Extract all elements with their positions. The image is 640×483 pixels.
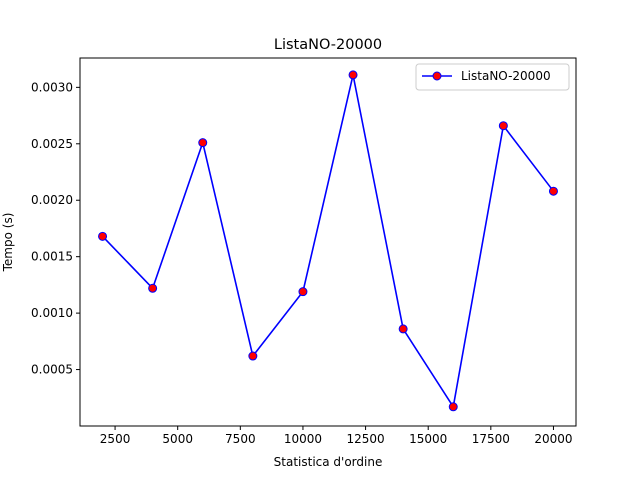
axes-frame bbox=[79, 57, 577, 427]
y-tick-label: 0.0030 bbox=[31, 80, 73, 94]
legend: ListaNO-20000 bbox=[415, 63, 570, 91]
x-tick-label: 15000 bbox=[409, 432, 447, 446]
series-line bbox=[101, 74, 555, 408]
data-point-marker bbox=[398, 324, 408, 334]
x-axis-label: Statistica d'ordine bbox=[274, 455, 383, 469]
y-axis-ticks: 0.0005 0.0010 0.0015 0.0020 0.0025 0.0030 bbox=[31, 80, 80, 377]
x-tick-label: 2500 bbox=[100, 432, 131, 446]
legend-label: ListaNO-20000 bbox=[461, 69, 551, 83]
x-tick-label: 17500 bbox=[472, 432, 510, 446]
data-point-marker bbox=[148, 283, 158, 293]
y-tick-label: 0.0005 bbox=[31, 363, 73, 377]
x-tick-label: 5000 bbox=[162, 432, 193, 446]
y-tick-label: 0.0020 bbox=[31, 193, 73, 207]
data-point-marker bbox=[448, 402, 458, 412]
y-tick-label: 0.0015 bbox=[31, 250, 73, 264]
x-axis-ticks: 2500 5000 7500 10000 12500 15000 17500 20000 bbox=[100, 426, 573, 446]
x-tick-label: 20000 bbox=[534, 432, 572, 446]
legend-box bbox=[415, 63, 570, 91]
y-tick-label: 0.0025 bbox=[31, 137, 73, 151]
data-point-marker bbox=[248, 351, 258, 361]
x-tick-label: 10000 bbox=[284, 432, 322, 446]
x-tick-label: 7500 bbox=[225, 432, 256, 446]
y-axis-label: Tempo (s) bbox=[1, 213, 15, 273]
x-tick-label: 12500 bbox=[346, 432, 384, 446]
legend-marker-swatch bbox=[432, 71, 442, 81]
data-point-marker bbox=[98, 231, 108, 241]
data-point-marker bbox=[298, 287, 308, 297]
data-point-marker bbox=[498, 121, 508, 131]
data-point-marker bbox=[548, 186, 558, 196]
y-tick-label: 0.0010 bbox=[31, 306, 73, 320]
data-point-marker bbox=[348, 70, 358, 80]
chart-title: ListaNO-20000 bbox=[274, 37, 382, 53]
data-point-marker bbox=[198, 138, 208, 148]
plot-area bbox=[98, 70, 558, 412]
